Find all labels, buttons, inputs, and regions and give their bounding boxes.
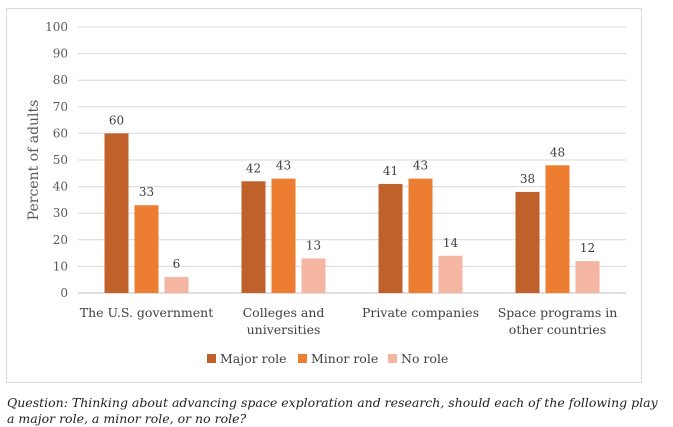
bar-no-role bbox=[301, 258, 326, 293]
legend-swatch bbox=[207, 354, 216, 363]
x-category-label: universities bbox=[247, 322, 321, 337]
data-label: 41 bbox=[383, 164, 398, 178]
bar-major-role bbox=[104, 133, 129, 293]
data-label: 12 bbox=[580, 241, 595, 255]
data-label: 38 bbox=[520, 172, 535, 186]
bar-minor-role bbox=[545, 165, 570, 293]
y-tick-label: 20 bbox=[53, 233, 68, 247]
y-tick-label: 40 bbox=[53, 180, 68, 194]
data-labels: 60 33 6 42 43 13 41 43 14 38 48 12 bbox=[109, 113, 595, 271]
bar-minor-role bbox=[134, 205, 159, 293]
bar-major-role bbox=[241, 181, 266, 293]
y-tick-label: 30 bbox=[53, 206, 68, 220]
data-label: 13 bbox=[306, 238, 321, 252]
x-axis-categories: The U.S. government Colleges and universit… bbox=[80, 305, 618, 337]
y-tick-label: 50 bbox=[53, 153, 68, 167]
legend-label: Major role bbox=[220, 351, 287, 366]
x-category-label: Private companies bbox=[362, 305, 479, 320]
y-tick-label: 90 bbox=[53, 47, 68, 61]
legend: Major role Minor role No role bbox=[207, 351, 448, 366]
y-tick-label: 60 bbox=[53, 126, 68, 140]
bar-no-role bbox=[575, 261, 600, 293]
legend-label: No role bbox=[401, 351, 448, 366]
legend-swatch bbox=[298, 354, 307, 363]
legend-label: Minor role bbox=[311, 351, 378, 366]
question-caption: Question: Thinking about advancing space… bbox=[7, 395, 658, 426]
data-label: 42 bbox=[246, 161, 261, 175]
bar-minor-role bbox=[271, 178, 296, 293]
chart-frame bbox=[6, 8, 642, 383]
x-category-label: other countries bbox=[509, 322, 606, 337]
x-category-label: Space programs in bbox=[498, 305, 618, 320]
y-tick-label: 100 bbox=[45, 20, 68, 34]
data-label: 43 bbox=[276, 159, 291, 173]
gridlines bbox=[78, 26, 626, 294]
bars bbox=[104, 133, 600, 293]
bar-no-role bbox=[438, 255, 463, 293]
data-label: 6 bbox=[173, 257, 181, 271]
legend-swatch bbox=[388, 354, 397, 363]
y-tick-label: 10 bbox=[53, 259, 68, 273]
y-tick-label: 0 bbox=[60, 286, 68, 300]
y-axis-label: Percent of adults bbox=[26, 100, 42, 221]
data-label: 43 bbox=[413, 159, 428, 173]
data-label: 14 bbox=[443, 236, 459, 250]
bar-no-role bbox=[164, 277, 189, 293]
data-label: 48 bbox=[550, 145, 565, 159]
x-category-label: Colleges and bbox=[243, 305, 325, 320]
y-tick-label: 80 bbox=[53, 73, 68, 87]
bar-major-role bbox=[515, 191, 540, 293]
bar-minor-role bbox=[408, 178, 433, 293]
data-label: 60 bbox=[109, 113, 124, 127]
y-axis-ticks: 0 10 20 30 40 50 60 70 80 90 100 bbox=[45, 20, 68, 300]
bar-chart: 0 10 20 30 40 50 60 70 80 90 100 Percent of adults… bbox=[26, 20, 626, 366]
bar-major-role bbox=[378, 183, 403, 293]
data-label: 33 bbox=[139, 185, 154, 199]
y-tick-label: 70 bbox=[53, 100, 68, 114]
x-category-label: The U.S. government bbox=[80, 305, 214, 320]
